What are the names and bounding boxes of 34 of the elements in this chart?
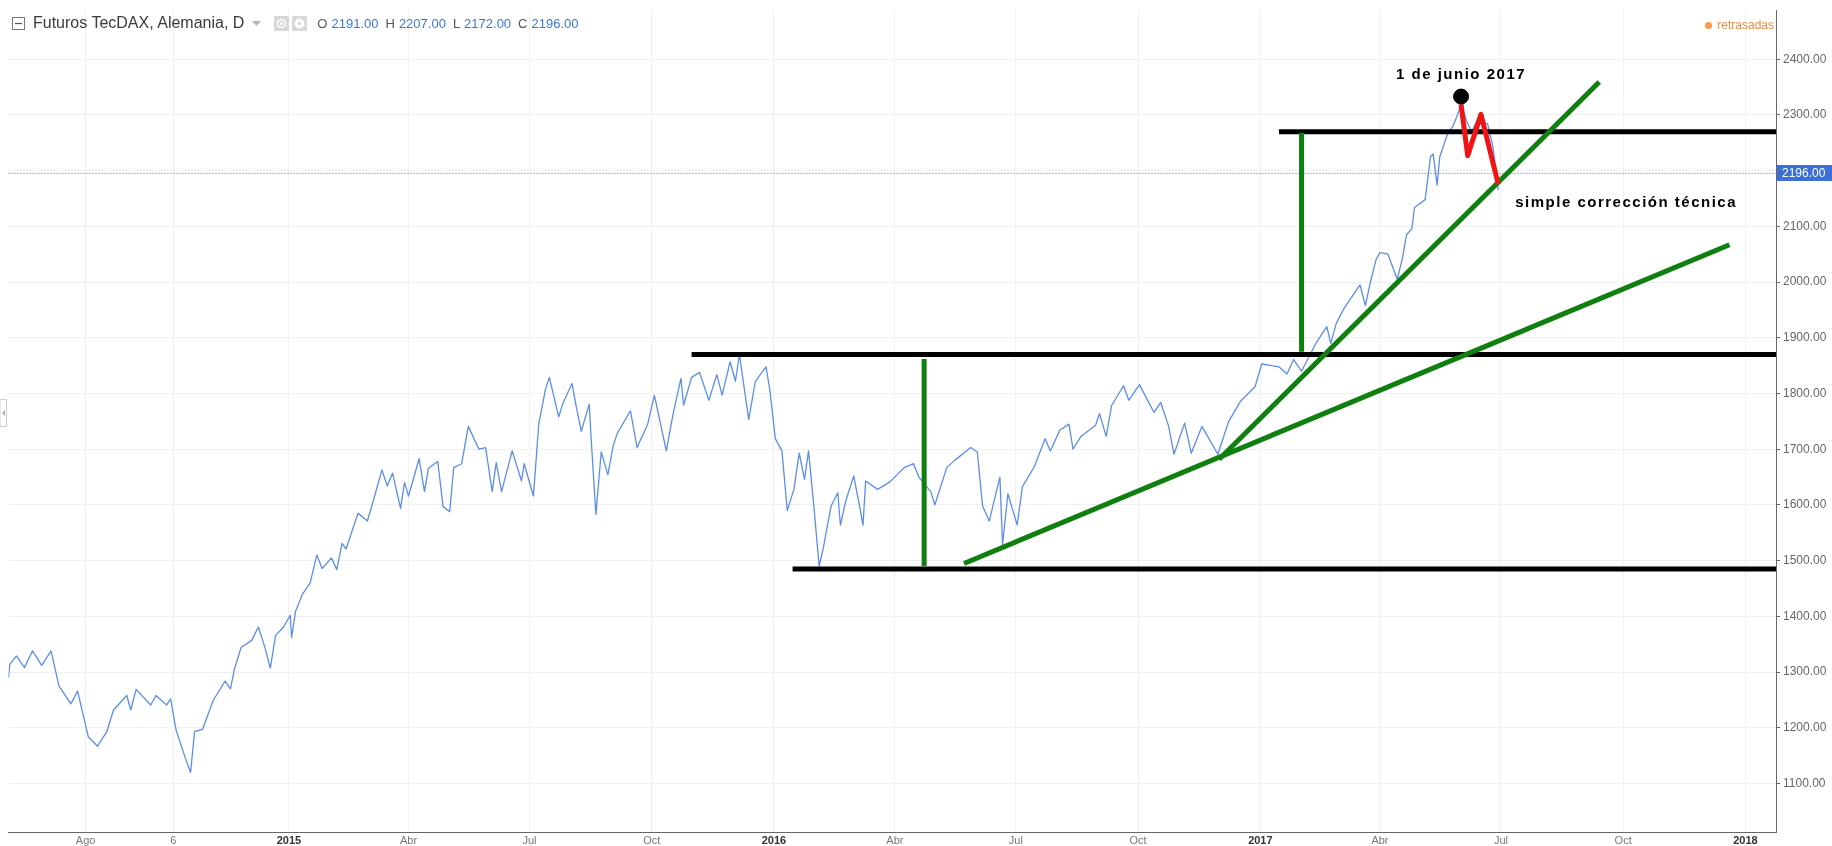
y-tick-label: 2400.00: [1783, 51, 1827, 66]
annotation: 1 de junio 2017: [1396, 64, 1527, 82]
x-tick-label: Ago: [75, 833, 96, 846]
chart-title: Futuros TecDAX, Alemania, D: [33, 14, 245, 32]
y-tick-label: 1200.00: [1783, 720, 1827, 735]
y-tick-label: 1900.00: [1783, 330, 1827, 345]
x-tick-label: Oct: [1129, 833, 1147, 846]
y-tick-label: 1600.00: [1783, 497, 1827, 512]
y-tick-label: 1100.00: [1783, 775, 1826, 790]
x-tick-label: 2015: [276, 833, 302, 846]
x-tick-label: Jul: [1008, 833, 1023, 846]
annotation: simple corrección técnica: [1515, 193, 1737, 211]
x-tick-label: 2017: [1248, 833, 1273, 846]
x-tick-label: Abr: [1371, 833, 1389, 846]
y-tick-label: 2100.00: [1783, 218, 1827, 233]
x-tick-label: Jul: [522, 833, 537, 846]
x-tick-label: Abr: [886, 833, 904, 846]
y-tick-label: 1700.00: [1783, 441, 1827, 456]
y-tick-label: 2300.00: [1783, 107, 1827, 122]
x-tick-label: Jul: [1493, 833, 1508, 846]
chart-subtitle: O 2191.00 H 2207.00 L 2172.00 C 2196.00: [317, 15, 579, 31]
ref-line-label: 2196.00: [1782, 165, 1826, 180]
x-tick-label: Oct: [1614, 833, 1632, 846]
y-tick-label: 1400.00: [1783, 608, 1827, 623]
y-tick-label: 1800.00: [1783, 385, 1827, 400]
y-tick-label: 2000.00: [1783, 274, 1827, 289]
x-tick-label: Abr: [399, 833, 418, 846]
annotation: retrasadas: [1717, 18, 1774, 32]
x-tick-label: Oct: [643, 833, 661, 846]
x-tick-label: 6: [170, 833, 177, 846]
x-tick-label: 2018: [1733, 833, 1758, 846]
y-tick-label: 1500.00: [1783, 552, 1827, 567]
y-tick-label: 1300.00: [1783, 664, 1827, 679]
x-tick-label: 2016: [761, 833, 787, 846]
